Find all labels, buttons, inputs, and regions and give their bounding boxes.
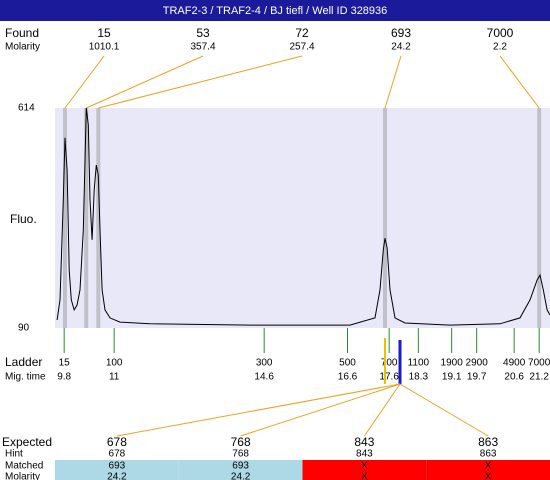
expected-matched: 693 xyxy=(232,461,249,472)
ladder-time: 14.6 xyxy=(254,372,274,383)
expected-expected: 863 xyxy=(478,435,498,449)
expected-expected: 678 xyxy=(107,435,127,449)
y-tick-label: 90 xyxy=(18,323,30,334)
ladder-size: 300 xyxy=(256,358,273,369)
expected-expected: 843 xyxy=(354,435,374,449)
expected-expected: 768 xyxy=(231,435,251,449)
ladder-time: 19.7 xyxy=(467,372,487,383)
ladder-size: 100 xyxy=(106,358,123,369)
found-size: 7000 xyxy=(487,26,514,40)
ladder-size: 1100 xyxy=(408,358,430,369)
expected-connector xyxy=(399,383,489,437)
match-cell xyxy=(302,460,427,480)
ladder-time: 11 xyxy=(109,372,120,383)
found-size: 693 xyxy=(391,26,411,40)
ladder-size: 15 xyxy=(59,358,71,369)
found-label: Found xyxy=(5,26,39,40)
ladder-label: Ladder xyxy=(5,355,42,369)
peak-band xyxy=(63,108,67,328)
peak-connector xyxy=(499,55,540,109)
expected-row-label: Expected xyxy=(2,435,52,449)
ladder-time: 19.1 xyxy=(442,372,462,383)
expected-row-label: Matched xyxy=(5,461,43,472)
ladder-time: 16.6 xyxy=(338,372,358,383)
match-cell xyxy=(426,460,550,480)
ladder-size: 7000 xyxy=(528,358,550,369)
plot-area xyxy=(55,108,550,328)
expected-molarity: X xyxy=(361,472,368,480)
mig-time-label: Mig. time xyxy=(5,372,46,383)
ladder-time: 21.2 xyxy=(529,372,549,383)
peak-connector xyxy=(64,55,105,109)
header-bar xyxy=(0,0,550,21)
expected-molarity: 24.2 xyxy=(107,472,127,480)
found-size: 15 xyxy=(97,26,111,40)
y-label: Fluo. xyxy=(10,212,37,226)
match-cell xyxy=(178,460,303,480)
trace xyxy=(56,107,550,326)
peak-band xyxy=(537,108,542,328)
found-molarity: 257.4 xyxy=(289,42,314,53)
peak-connector xyxy=(98,55,303,109)
expected-molarity: X xyxy=(485,472,492,480)
expected-hint: 843 xyxy=(356,449,373,460)
ladder-time: 18.3 xyxy=(409,372,429,383)
ladder-size: 500 xyxy=(339,358,356,369)
peak-band xyxy=(383,108,387,328)
ladder-time: 9.8 xyxy=(57,372,71,383)
expected-molarity: 24.2 xyxy=(231,472,251,480)
found-size: 53 xyxy=(196,26,210,40)
expected-connector xyxy=(240,383,401,437)
expected-hint: 678 xyxy=(109,449,126,460)
ladder-time: 17.6 xyxy=(379,372,399,383)
peak-connector xyxy=(384,55,402,109)
peak-band xyxy=(84,108,89,328)
expected-connector xyxy=(116,383,401,437)
found-molarity: 2.2 xyxy=(493,42,507,53)
expected-matched: 693 xyxy=(109,461,126,472)
molarity-label: Molarity xyxy=(5,42,40,53)
found-molarity: 1010.1 xyxy=(89,42,120,53)
expected-matched: X xyxy=(361,461,368,472)
ladder-size: 2900 xyxy=(466,358,489,369)
peak-connector xyxy=(86,55,204,109)
expected-hint: 768 xyxy=(232,449,249,460)
found-molarity: 357.4 xyxy=(190,42,215,53)
found-molarity: 24.2 xyxy=(391,42,411,53)
match-cell xyxy=(55,460,179,480)
ladder-size: 1900 xyxy=(441,358,464,369)
expected-row-label: Hint xyxy=(5,449,23,460)
title: TRAF2-3 / TRAF2-4 / BJ tiefl / Well ID 3… xyxy=(163,5,388,17)
expected-connector xyxy=(363,383,401,437)
ladder-size: 700 xyxy=(381,358,398,369)
expected-row-label: Molarity xyxy=(5,472,40,480)
expected-hint: 863 xyxy=(480,449,497,460)
found-size: 72 xyxy=(295,26,309,40)
y-tick-label: 614 xyxy=(18,103,35,114)
peak-band xyxy=(96,108,101,328)
expected-matched: X xyxy=(485,461,492,472)
ladder-time: 20.6 xyxy=(504,372,524,383)
ladder-size: 4900 xyxy=(503,358,526,369)
